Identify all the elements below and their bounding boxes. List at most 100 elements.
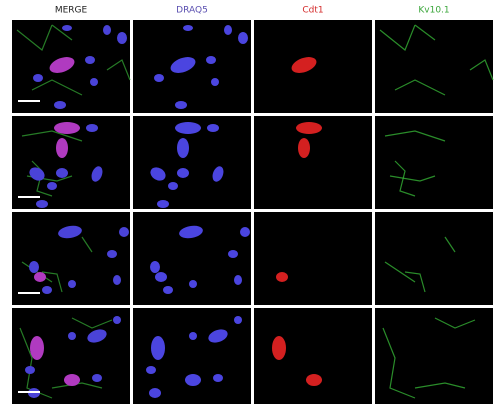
nucleus	[54, 101, 66, 109]
nucleus	[146, 366, 156, 374]
kv10-signal	[106, 59, 131, 81]
nucleus	[87, 329, 107, 343]
kv10-signal	[404, 271, 426, 293]
nucleus	[47, 182, 57, 190]
image-panel	[133, 20, 251, 113]
image-panel	[12, 212, 130, 305]
nucleus	[36, 200, 48, 208]
nucleus	[185, 374, 201, 386]
nucleus	[91, 166, 103, 182]
column-header: Cdt1	[302, 6, 323, 16]
image-panel	[254, 308, 372, 404]
nucleus	[234, 275, 242, 285]
nucleus	[117, 32, 127, 44]
kv10-signal	[21, 261, 53, 283]
nucleus	[189, 332, 197, 340]
nucleus	[54, 122, 80, 134]
nucleus	[85, 56, 95, 64]
image-panel	[12, 20, 131, 113]
nucleus	[25, 366, 35, 374]
scale-bar	[18, 391, 40, 393]
nucleus	[30, 336, 44, 360]
nucleus	[34, 272, 46, 282]
nucleus	[113, 275, 121, 285]
kv10-signal	[31, 160, 53, 197]
image-panel	[133, 212, 251, 305]
nucleus	[234, 316, 242, 324]
nucleus	[207, 124, 219, 132]
nucleus	[68, 332, 76, 340]
panel-background	[133, 308, 251, 404]
nucleus	[228, 250, 238, 258]
nucleus	[29, 167, 45, 181]
column-header: MERGE	[55, 6, 88, 16]
kv10-signal	[41, 271, 63, 293]
nucleus	[49, 57, 75, 73]
nucleus	[272, 336, 286, 360]
kv10-signal	[444, 236, 456, 253]
nucleus	[175, 101, 187, 109]
image-panel	[375, 308, 493, 404]
nucleus	[113, 316, 121, 324]
kv10-signal	[384, 261, 416, 283]
column-header: Kv10.1	[418, 6, 449, 16]
nucleus	[151, 336, 165, 360]
nucleus	[90, 78, 98, 86]
nucleus	[298, 138, 310, 158]
nucleus	[211, 78, 219, 86]
nucleus	[155, 272, 167, 282]
nucleus	[276, 272, 288, 282]
scale-bar	[18, 196, 40, 198]
nucleus	[68, 280, 76, 288]
nucleus	[170, 57, 196, 73]
nucleus	[58, 225, 82, 239]
nucleus	[213, 374, 223, 382]
kv10-signal	[379, 24, 436, 51]
panel-background	[375, 20, 493, 113]
kv10-signal	[16, 24, 73, 51]
kv10-signal	[382, 327, 416, 399]
kv10-signal	[71, 317, 113, 329]
panel-background	[375, 116, 493, 209]
image-panel	[254, 212, 372, 305]
nucleus	[177, 168, 189, 178]
nucleus	[149, 388, 161, 398]
image-panel	[375, 20, 494, 113]
kv10-signal	[21, 130, 83, 142]
kv10-signal	[51, 382, 103, 389]
scale-bar	[18, 292, 40, 294]
nucleus	[103, 25, 111, 35]
nucleus	[240, 227, 250, 237]
nucleus	[177, 138, 189, 158]
image-panel	[133, 116, 251, 209]
kv10-signal	[469, 59, 494, 81]
panel-grid	[12, 20, 494, 404]
nucleus	[29, 261, 39, 273]
kv10-signal	[434, 317, 476, 329]
image-panel	[254, 116, 372, 209]
kv10-signal	[31, 79, 83, 96]
nucleus	[183, 25, 193, 31]
nucleus	[291, 57, 317, 73]
image-panel	[375, 116, 493, 209]
nucleus	[168, 182, 178, 190]
kv10-signal	[394, 79, 446, 96]
image-panel	[375, 212, 493, 305]
image-panel	[12, 116, 130, 209]
nucleus	[189, 280, 197, 288]
kv10-signal	[394, 160, 416, 197]
column-header: DRAQ5	[176, 6, 208, 16]
nucleus	[157, 200, 169, 208]
nucleus	[224, 25, 232, 35]
panel-background	[375, 212, 493, 305]
nucleus	[175, 122, 201, 134]
nucleus	[56, 168, 68, 178]
kv10-signal	[389, 175, 436, 182]
image-panel	[133, 308, 251, 404]
nucleus	[62, 25, 72, 31]
nucleus	[150, 261, 160, 273]
panel-background	[254, 308, 372, 404]
kv10-signal	[384, 130, 446, 142]
nucleus	[163, 286, 173, 294]
